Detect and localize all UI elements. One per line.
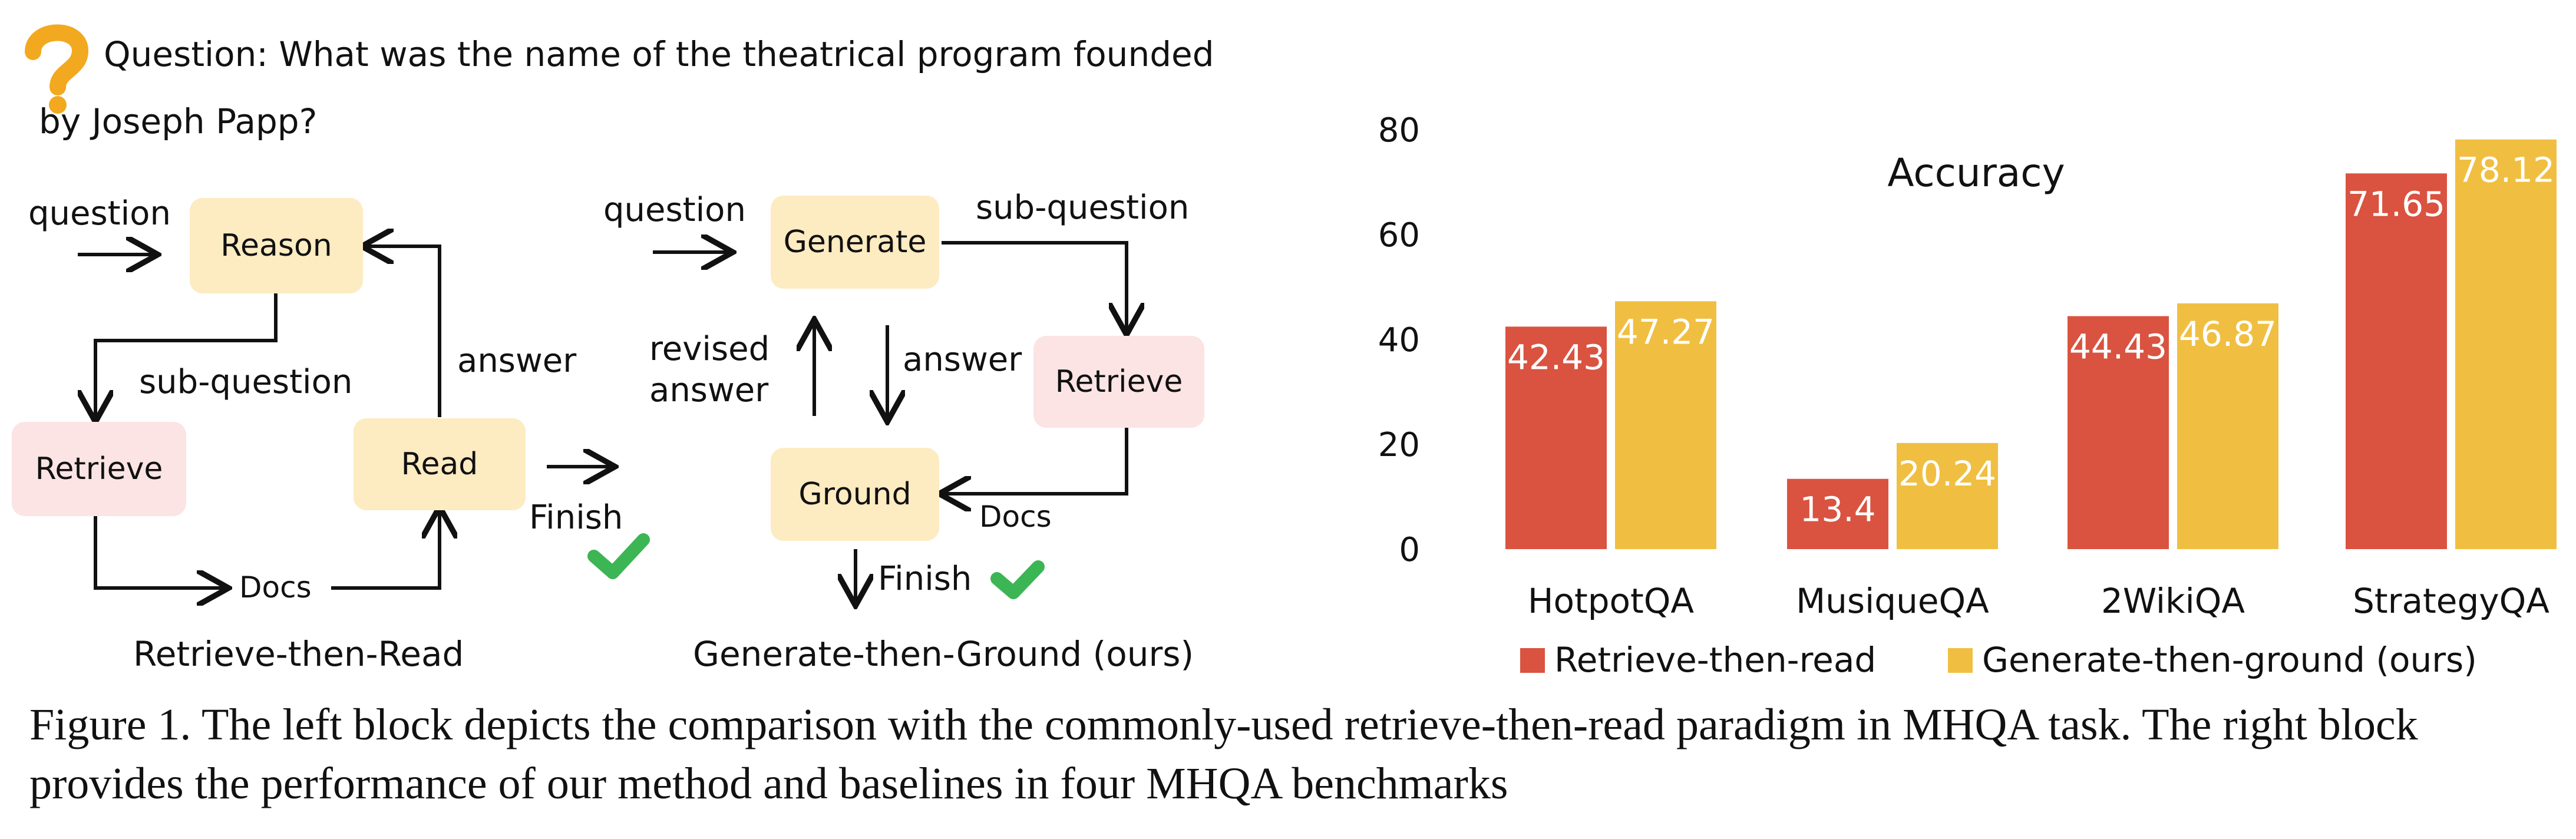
revised-label-line1: revised bbox=[649, 330, 770, 368]
generate-box: Generate bbox=[771, 196, 939, 289]
left-sub-question-label: sub-question bbox=[139, 363, 353, 401]
y-tick-label: 20 bbox=[1378, 426, 1420, 464]
left-docs-label: Docs bbox=[239, 570, 312, 605]
middle-retrieve-box: Retrieve bbox=[1033, 336, 1204, 428]
x-tick-label: MusiqueQA bbox=[1796, 581, 1989, 621]
finish-check-icon-2 bbox=[990, 560, 1045, 599]
middle-question-label: question bbox=[603, 191, 746, 229]
bar bbox=[2177, 303, 2278, 549]
x-tick-label: HotpotQA bbox=[1528, 581, 1695, 621]
bar-value-label: 42.43 bbox=[1507, 337, 1605, 377]
bar-value-label: 20.24 bbox=[1898, 454, 1996, 494]
ground-box: Ground bbox=[771, 448, 939, 541]
retrieve-box: Retrieve bbox=[12, 422, 186, 516]
y-tick-label: 0 bbox=[1399, 531, 1420, 569]
bar bbox=[1615, 301, 1716, 549]
finish-check-icon bbox=[587, 533, 650, 579]
legend-label: Generate-then-ground (ours) bbox=[1982, 640, 2477, 680]
middle-finish-label: Finish bbox=[878, 560, 972, 598]
legend-swatch bbox=[1520, 648, 1545, 673]
bar bbox=[2346, 173, 2447, 549]
bar bbox=[2455, 139, 2557, 549]
legend-swatch bbox=[1948, 648, 1973, 673]
middle-docs-label: Docs bbox=[979, 500, 1052, 534]
middle-diagram-title: Generate-then-Ground (ours) bbox=[693, 634, 1194, 674]
legend-label: Retrieve-then-read bbox=[1554, 640, 1876, 680]
bar-value-label: 71.65 bbox=[2347, 184, 2445, 224]
bar bbox=[1787, 478, 1888, 549]
chart-title: Accuracy bbox=[1887, 150, 2065, 196]
y-tick-label: 40 bbox=[1378, 321, 1420, 359]
bar-value-label: 44.43 bbox=[2069, 327, 2167, 367]
y-tick-label: 80 bbox=[1378, 111, 1420, 150]
x-tick-label: StrategyQA bbox=[2353, 581, 2549, 621]
left-answer-label: answer bbox=[457, 342, 577, 380]
bar-value-label: 46.87 bbox=[2179, 314, 2277, 354]
left-finish-label: Finish bbox=[529, 498, 623, 537]
bar-value-label: 47.27 bbox=[1617, 312, 1715, 352]
bar bbox=[2068, 316, 2169, 549]
read-box: Read bbox=[354, 418, 526, 510]
question-line-1: Question: What was the name of the theat… bbox=[104, 34, 1214, 74]
middle-sub-question-label: sub-question bbox=[976, 189, 1190, 227]
question-line-2: by Joseph Papp? bbox=[39, 101, 318, 141]
x-tick-label: 2WikiQA bbox=[2101, 581, 2245, 621]
figure-caption: Figure 1. The left block depicts the com… bbox=[29, 700, 2418, 808]
left-diagram-arrows bbox=[78, 0, 1237, 648]
y-tick-label: 60 bbox=[1378, 216, 1420, 255]
bar-value-label: 13.4 bbox=[1799, 490, 1875, 530]
bar bbox=[1505, 326, 1607, 549]
bar bbox=[1897, 442, 1998, 549]
accuracy-chart: 0 20 40 60 80 Accuracy 42.43 47.27 HotpotQA 13.4 2… bbox=[1378, 111, 2557, 680]
middle-answer-label: answer bbox=[903, 341, 1022, 379]
reason-box: Reason bbox=[190, 198, 363, 293]
question-mark-icon bbox=[25, 24, 89, 114]
left-question-label: question bbox=[28, 194, 171, 233]
bar-value-label: 78.12 bbox=[2457, 150, 2555, 190]
revised-label-line2: answer bbox=[649, 371, 769, 409]
left-diagram-title: Retrieve-then-Read bbox=[133, 634, 464, 674]
